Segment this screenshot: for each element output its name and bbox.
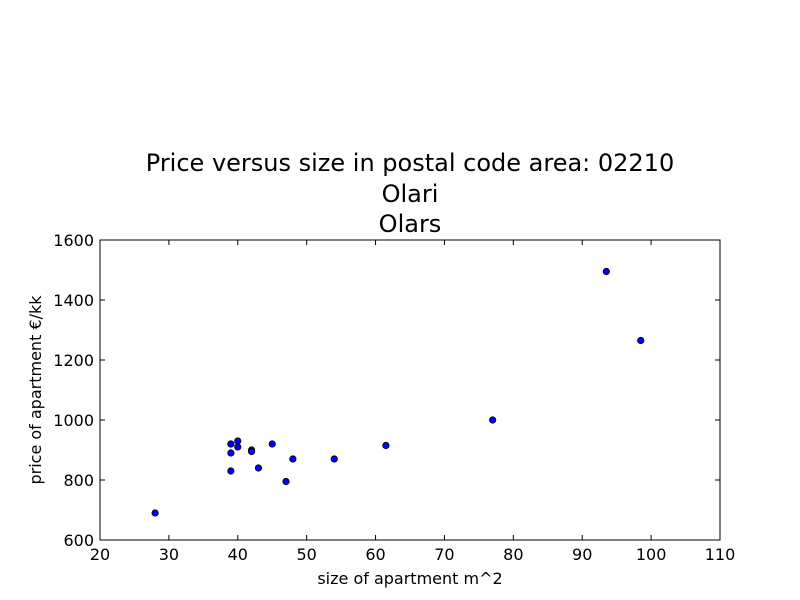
data-point-16: [637, 336, 645, 345]
data-point-8: [254, 464, 263, 472]
x-tick-label-7: 90: [572, 545, 592, 564]
y-axis-ticks: 600 800 1000 1200 1400 1600: [53, 231, 720, 550]
y-tick-label-5: 1600: [53, 231, 94, 250]
data-point-9: [268, 440, 276, 448]
data-point-0: [151, 509, 159, 517]
y-tick-label-0: 600: [63, 531, 94, 550]
x-axis-ticks: 20 30 40 50 60 70 80 90 100 110: [90, 240, 735, 564]
data-point-3: [227, 467, 235, 475]
data-point-11: [289, 455, 297, 463]
y-axis-label: price of apartment €/kk: [26, 295, 45, 485]
x-tick-label-2: 40: [228, 545, 248, 564]
x-tick-label-1: 30: [159, 545, 179, 564]
data-point-7: [247, 447, 256, 456]
plot-frame: [99, 239, 721, 541]
data-points: [151, 267, 645, 517]
y-tick-label-1: 800: [63, 471, 94, 490]
y-tick-label-3: 1200: [53, 351, 94, 370]
data-point-15: [602, 267, 610, 276]
x-tick-label-0: 20: [90, 545, 110, 564]
data-point-13: [382, 441, 390, 450]
x-tick-label-4: 60: [365, 545, 385, 564]
x-tick-label-9: 110: [705, 545, 736, 564]
chart-title-line-3: Olars: [378, 210, 442, 238]
y-tick-label-4: 1400: [53, 291, 94, 310]
data-point-4: [234, 437, 242, 445]
chart-title-line-2: Olari: [381, 180, 439, 208]
x-tick-label-3: 50: [296, 545, 316, 564]
data-point-12: [330, 455, 338, 463]
x-tick-label-5: 70: [434, 545, 454, 564]
data-point-1: [227, 440, 235, 448]
x-tick-label-6: 80: [503, 545, 523, 564]
data-point-5: [234, 443, 242, 451]
data-point-10: [282, 477, 290, 486]
data-point-2: [227, 449, 235, 457]
x-axis-label: size of apartment m^2: [317, 569, 502, 588]
chart-title-line-1: Price versus size in postal code area: 0…: [145, 149, 675, 177]
y-tick-label-2: 1000: [53, 411, 94, 430]
data-point-14: [489, 416, 497, 424]
x-tick-label-8: 100: [636, 545, 667, 564]
